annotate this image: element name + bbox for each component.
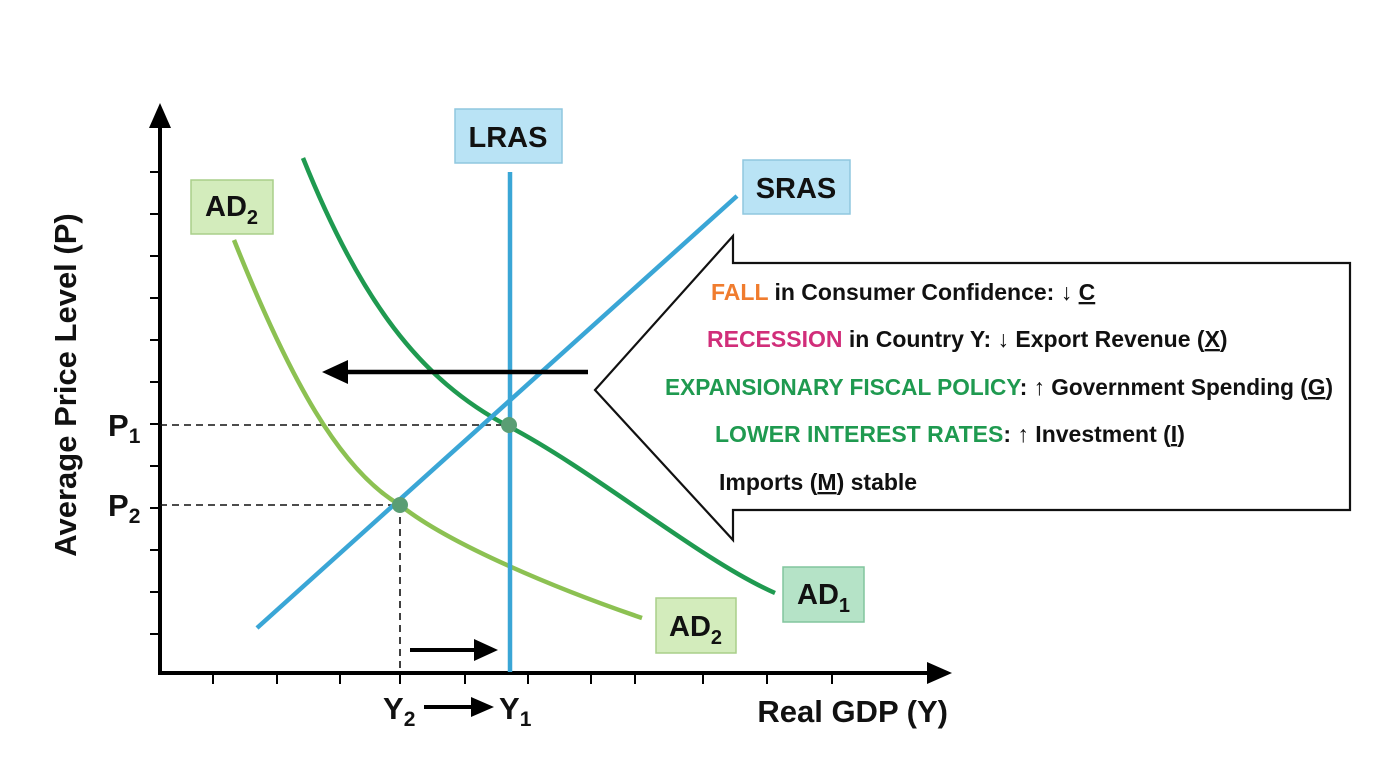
ad2-curve: [231, 239, 643, 621]
axes: [149, 103, 952, 684]
ad2-top-label-box: AD2: [190, 179, 274, 235]
lras-label-box: LRAS: [454, 108, 563, 164]
guide-lines: [160, 424, 508, 673]
callout-arrow-box: [593, 233, 1352, 543]
equilibrium-point-2: [392, 497, 408, 513]
svg-text:AD2: AD2: [205, 191, 258, 229]
y-axis-ticks: [150, 171, 160, 635]
svg-text:SRAS: SRAS: [756, 173, 837, 205]
p1-label: P1: [108, 408, 141, 448]
callout-text: FALL in Consumer Confidence: ↓ C RECESSI…: [665, 279, 1333, 495]
callout-line-3: EXPANSIONARY FISCAL POLICY: ↑ Government…: [665, 374, 1333, 400]
x-axis-ticks: [212, 673, 833, 684]
y-axis-title: Average Price Level (P): [48, 213, 83, 556]
y-axis-arrow-icon: [149, 103, 171, 128]
sras-curve: [255, 194, 739, 630]
svg-text:AD1: AD1: [797, 579, 850, 617]
ad2-bottom-label-box: AD2: [655, 597, 737, 654]
equilibrium-point-1: [501, 417, 517, 433]
x-axis-arrow-icon: [927, 662, 952, 684]
callout-line-4: LOWER INTEREST RATES: ↑ Investment (I): [715, 421, 1185, 447]
y2-label: Y2: [383, 691, 415, 731]
p2-label: P2: [108, 488, 140, 528]
svg-text:LRAS: LRAS: [469, 122, 548, 154]
ad1-label-box: AD1: [782, 566, 865, 623]
x-axis-title: Real GDP (Y): [757, 694, 948, 729]
sras-label-box: SRAS: [742, 159, 851, 215]
arrow-left-icon: [322, 360, 588, 384]
svg-text:AD2: AD2: [669, 611, 722, 649]
arrow-right-icon: [410, 639, 498, 661]
y1-label: Y1: [499, 691, 532, 731]
callout-line-1: FALL in Consumer Confidence: ↓ C: [711, 279, 1095, 305]
y-shift-arrow-icon: [424, 697, 494, 717]
callout-line-2: RECESSION in Country Y: ↓ Export Revenue…: [707, 326, 1228, 352]
callout-line-5: Imports (M) stable: [719, 469, 917, 495]
